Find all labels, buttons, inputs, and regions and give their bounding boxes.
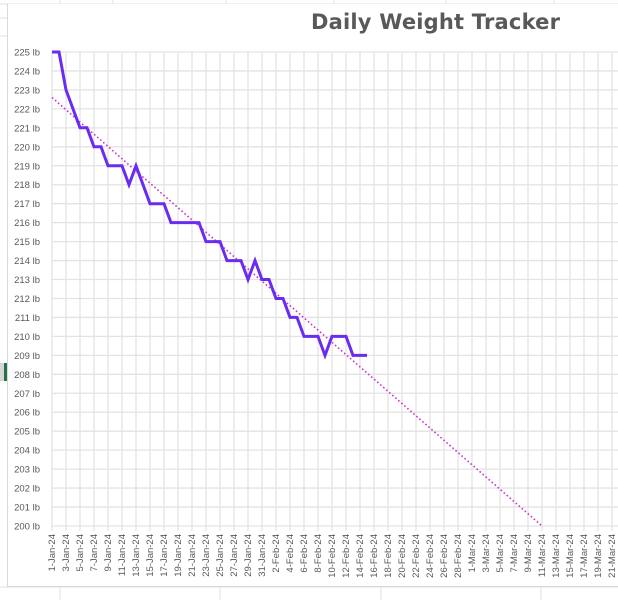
y-tick-label: 218 lb [14, 180, 40, 191]
horizontal-gridlines [52, 51, 618, 527]
y-tick-label: 203 lb [14, 465, 40, 476]
x-tick-label: 3-Mar-24 [481, 534, 492, 573]
x-tick-label: 11-Mar-24 [537, 534, 548, 577]
x-tick-label: 13-Jan-24 [131, 534, 142, 577]
y-tick-label: 216 lb [14, 218, 40, 229]
y-tick-label: 205 lb [14, 427, 40, 438]
y-tick-label: 206 lb [14, 408, 40, 419]
active-row-indicator [4, 363, 7, 381]
x-tick-label: 17-Jan-24 [159, 534, 170, 577]
x-tick-label: 19-Jan-24 [173, 534, 184, 577]
x-tick-label: 4-Feb-24 [285, 534, 296, 573]
x-tick-label: 26-Feb-24 [439, 534, 450, 578]
x-tick-label: 8-Feb-24 [313, 534, 324, 573]
x-tick-label: 20-Feb-24 [397, 534, 408, 578]
y-tick-label: 202 lb [14, 484, 40, 495]
y-tick-label: 224 lb [14, 66, 40, 77]
x-tick-label: 17-Mar-24 [579, 534, 590, 578]
y-tick-label: 219 lb [14, 161, 40, 172]
x-tick-label: 27-Jan-24 [229, 534, 240, 577]
x-tick-label: 19-Mar-24 [593, 534, 604, 578]
y-tick-label: 213 lb [14, 275, 40, 286]
x-tick-label: 15-Jan-24 [145, 534, 156, 577]
x-tick-label: 7-Mar-24 [509, 534, 520, 573]
x-tick-label: 3-Jan-24 [61, 534, 72, 572]
x-tick-label: 5-Jan-24 [75, 534, 86, 572]
x-axis-labels: 1-Jan-24 3-Jan-24 5-Jan-24 7-Jan-24 9-Jan-24… [47, 534, 618, 578]
x-tick-label: 12-Feb-24 [341, 534, 352, 578]
trendline [51, 96, 543, 527]
x-tick-label: 22-Feb-24 [411, 534, 422, 578]
y-tick-label: 222 lb [14, 104, 40, 115]
y-tick-label: 212 lb [14, 294, 40, 305]
y-tick-label: 223 lb [14, 85, 40, 96]
x-tick-label: 1-Mar-24 [467, 534, 478, 573]
y-tick-label: 201 lb [14, 503, 40, 514]
x-tick-label: 16-Feb-24 [369, 534, 380, 578]
y-tick-label: 208 lb [14, 370, 40, 381]
x-tick-label: 24-Feb-24 [425, 534, 436, 578]
x-tick-label: 23-Jan-24 [201, 534, 212, 577]
x-tick-label: 21-Jan-24 [187, 534, 198, 577]
x-tick-label: 29-Jan-24 [243, 534, 254, 577]
y-tick-label: 215 lb [14, 237, 40, 248]
weight-series-line[interactable] [52, 50, 367, 360]
y-tick-label: 211 lb [15, 313, 40, 324]
x-tick-label: 28-Feb-24 [453, 534, 464, 578]
vertical-gridlines [51, 52, 613, 531]
y-tick-label: 225 lb [14, 48, 40, 59]
y-tick-label: 217 lb [14, 199, 40, 210]
chart-title: Daily Weight Tracker [311, 10, 561, 34]
x-tick-label: 7-Jan-24 [89, 534, 100, 572]
x-tick-label: 9-Mar-24 [523, 534, 534, 573]
x-tick-label: 10-Feb-24 [327, 534, 338, 578]
y-tick-label: 210 lb [14, 332, 40, 343]
x-tick-label: 1-Jan-24 [47, 534, 58, 572]
x-tick-label: 18-Feb-24 [383, 534, 394, 578]
y-tick-label: 200 lb [14, 522, 40, 533]
y-axis-labels: 225 lb 224 lb 223 lb 222 lb 221 lb 220 lb 219 … [14, 48, 40, 533]
x-tick-label: 31-Jan-24 [257, 534, 268, 577]
row-header-shade [0, 363, 4, 381]
x-tick-label: 9-Jan-24 [103, 534, 114, 572]
x-tick-label: 25-Jan-24 [215, 534, 226, 577]
y-tick-label: 207 lb [14, 389, 40, 400]
y-tick-label: 209 lb [14, 351, 40, 362]
x-tick-label: 15-Mar-24 [565, 534, 576, 578]
x-tick-label: 14-Feb-24 [355, 534, 366, 578]
chart-area[interactable] [7, 4, 618, 587]
x-tick-label: 11-Jan-24 [117, 534, 128, 576]
y-tick-label: 220 lb [14, 142, 40, 153]
y-tick-label: 214 lb [14, 256, 40, 267]
x-tick-label: 13-Mar-24 [551, 534, 562, 578]
x-tick-label: 5-Mar-24 [495, 534, 506, 573]
x-tick-label: 2-Feb-24 [271, 534, 282, 573]
x-tick-label: 21-Mar-24 [607, 534, 618, 578]
y-tick-label: 221 lb [14, 123, 40, 134]
y-tick-label: 204 lb [14, 446, 40, 457]
x-tick-label: 6-Feb-24 [299, 534, 310, 573]
